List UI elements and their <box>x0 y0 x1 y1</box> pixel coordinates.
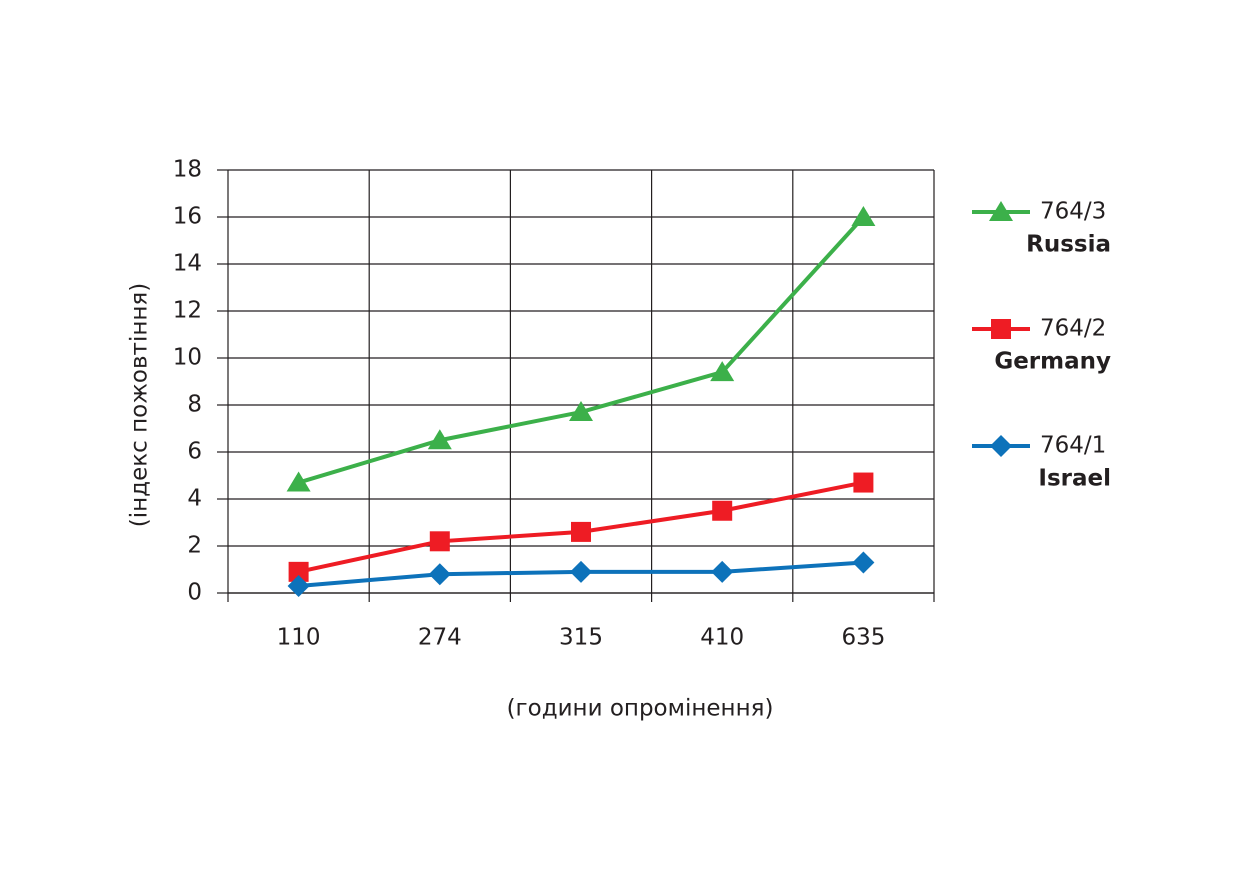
x-tick-label: 315 <box>559 625 603 651</box>
y-tick-label: 8 <box>187 392 202 418</box>
data-point <box>288 561 309 582</box>
data-point <box>851 206 876 226</box>
x-axis-label: (години опромінення) <box>507 696 774 722</box>
legend-marker <box>991 319 1011 339</box>
y-tick-label: 12 <box>173 298 202 324</box>
legend-marker <box>989 201 1013 221</box>
x-tick-label: 274 <box>418 625 462 651</box>
legend-country: Germany <box>994 349 1111 375</box>
data-point <box>570 560 592 583</box>
y-tick-label: 4 <box>187 486 202 512</box>
series-line <box>298 215 865 485</box>
data-point <box>852 551 875 574</box>
legend-country: Russia <box>1026 232 1111 258</box>
y-tick-label: 18 <box>173 157 202 183</box>
y-axis-label: (індекс пожовтіння) <box>127 283 153 527</box>
x-tick-label: 635 <box>841 625 885 651</box>
data-point <box>571 521 591 542</box>
legend-label: 764/1 <box>1040 433 1106 459</box>
data-point <box>710 361 735 382</box>
data-point <box>428 563 451 586</box>
y-tick-label: 16 <box>173 204 202 230</box>
y-tick-label: 0 <box>187 580 202 606</box>
y-tick-label: 14 <box>173 251 202 277</box>
data-point <box>286 471 311 492</box>
x-tick-label: 110 <box>277 625 321 651</box>
legend-marker <box>990 435 1012 457</box>
y-tick-label: 10 <box>173 345 202 371</box>
data-point <box>853 472 874 493</box>
data-point <box>711 560 734 583</box>
y-tick-label: 6 <box>187 439 202 465</box>
data-point <box>287 574 310 597</box>
x-tick-label: 410 <box>700 625 744 651</box>
data-point <box>712 500 733 521</box>
data-point <box>427 429 452 450</box>
legend-label: 764/3 <box>1040 199 1106 225</box>
data-point <box>569 401 593 422</box>
legend-country: Israel <box>1038 466 1111 492</box>
data-point <box>429 531 450 552</box>
legend-label: 764/2 <box>1040 316 1106 342</box>
y-tick-label: 2 <box>187 533 202 559</box>
